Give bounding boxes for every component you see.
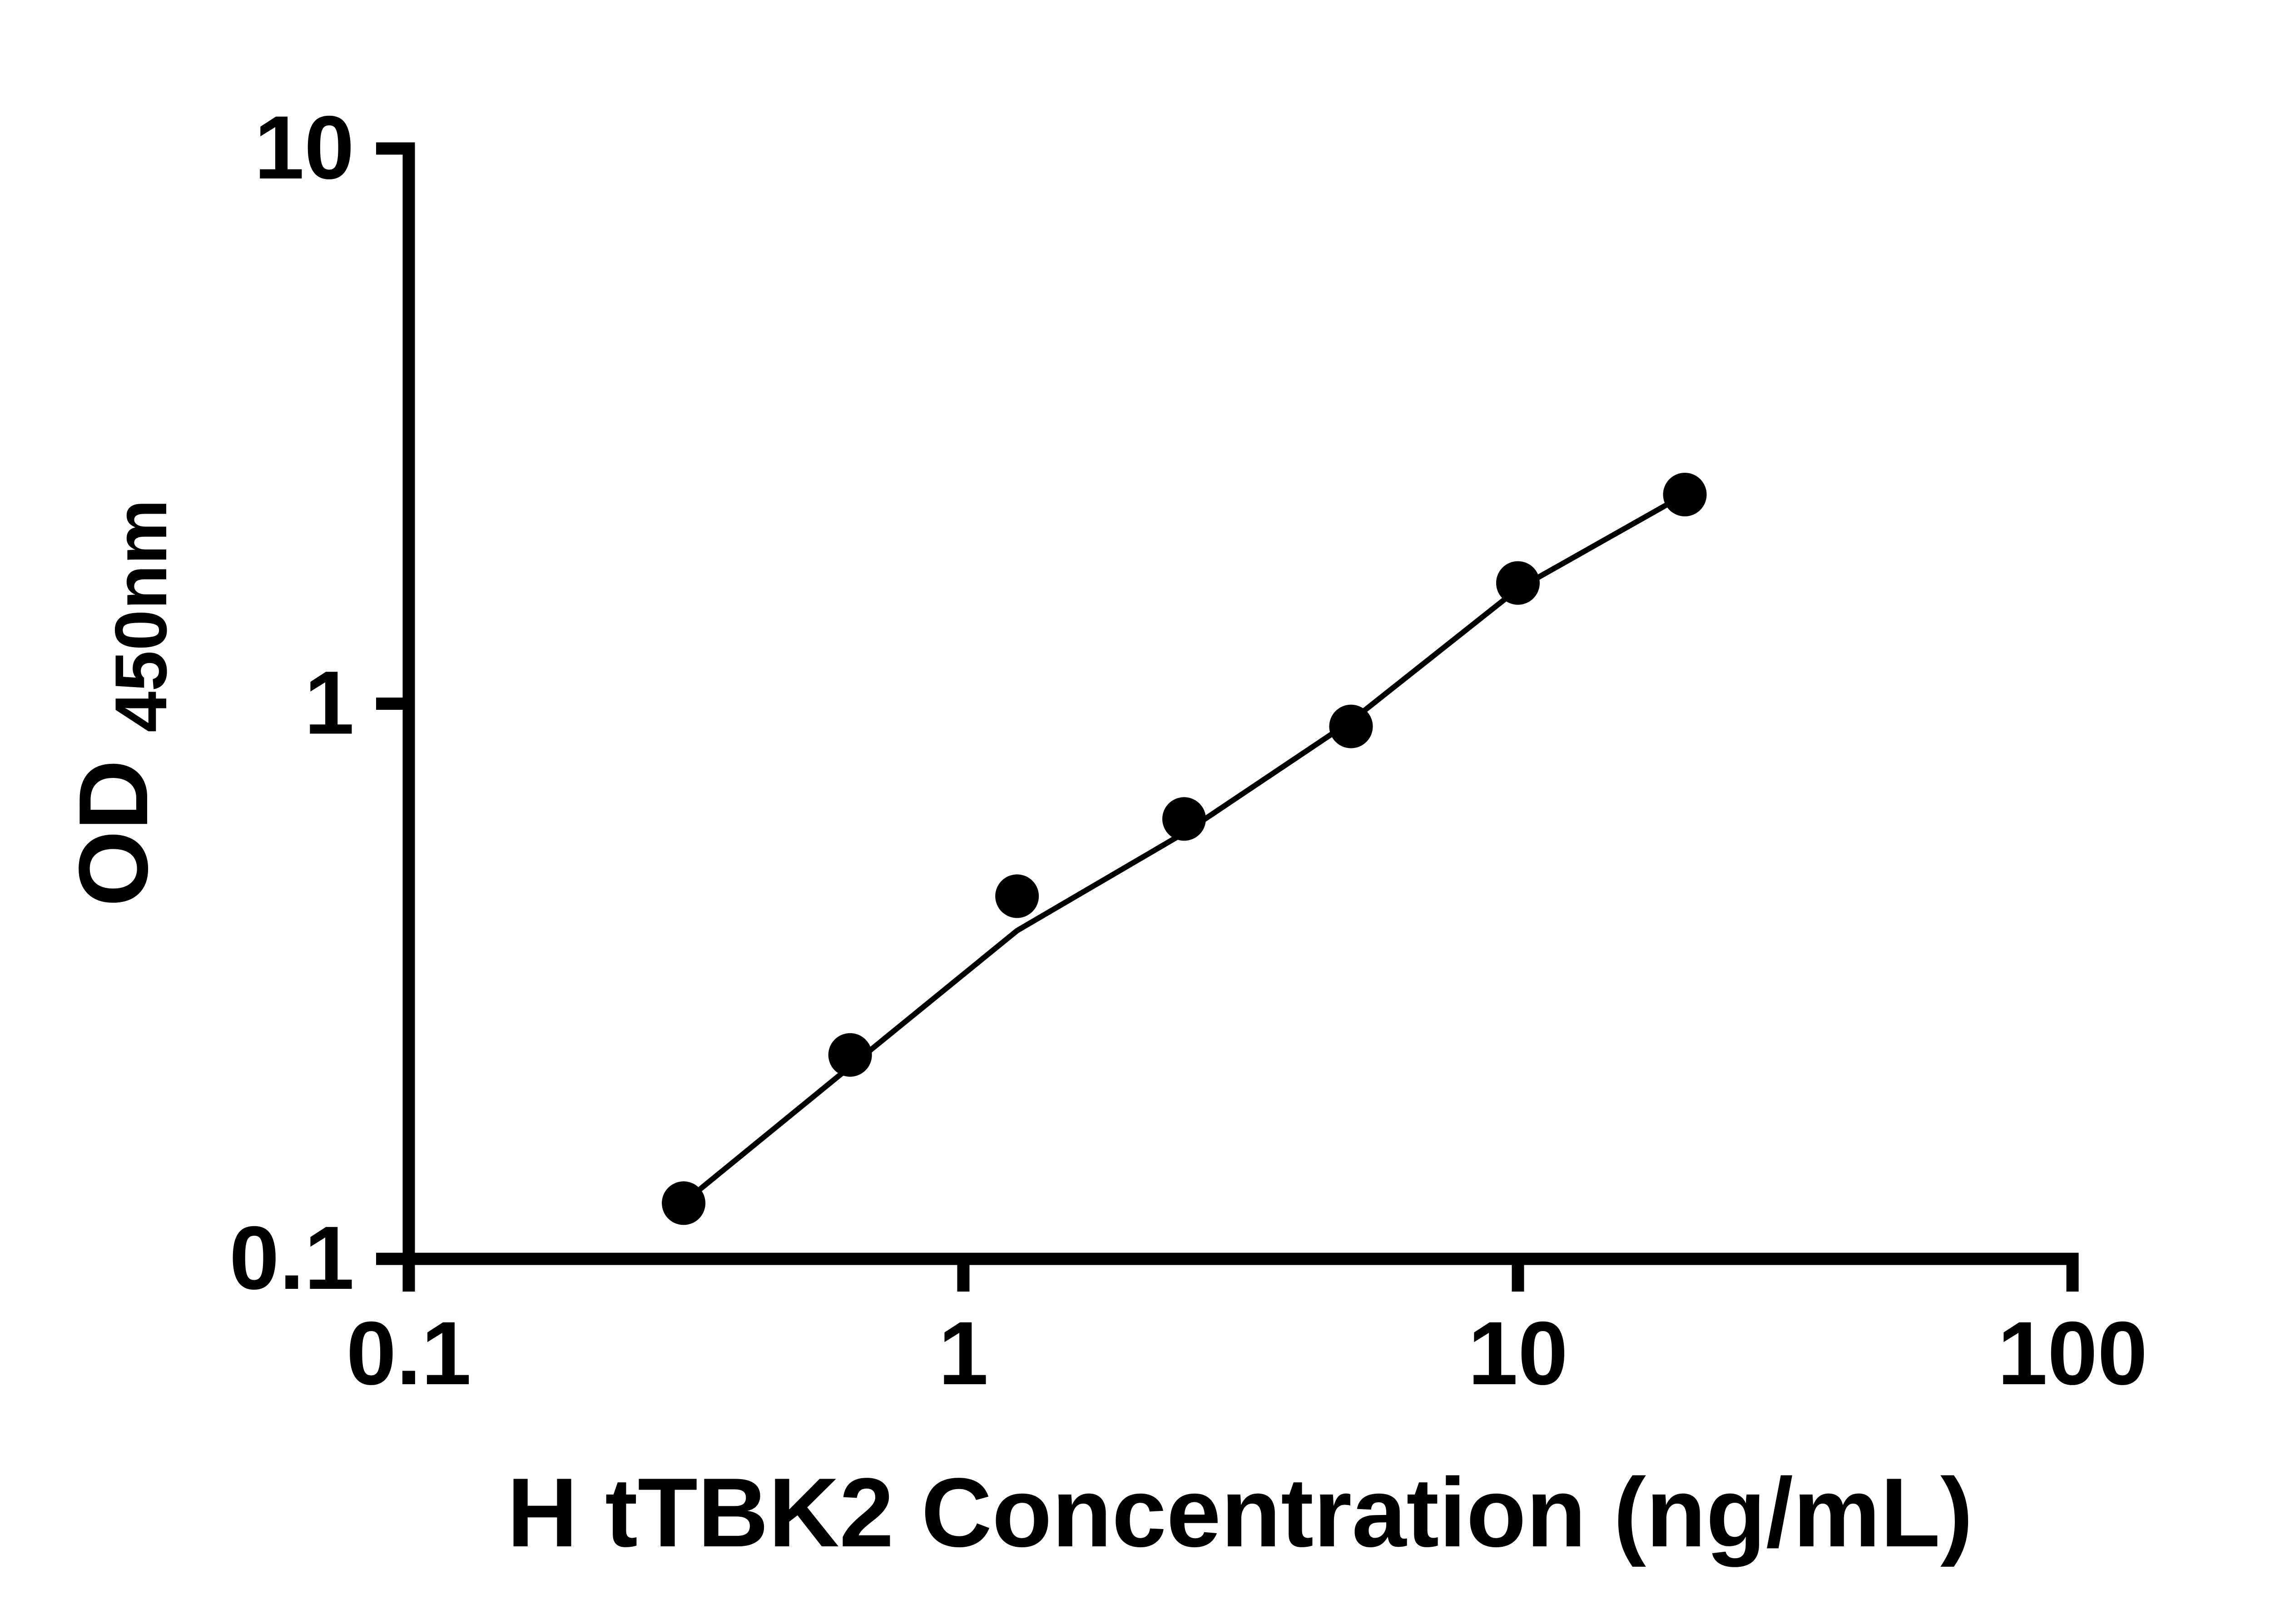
x-axis-title: H tTBK2 Concentration (ng/mL)	[507, 1457, 1973, 1567]
y-axis-title-subscript: 450nm	[100, 499, 182, 732]
y-axis-title-main: OD	[58, 760, 168, 907]
y-tick-label: 1	[304, 653, 354, 753]
data-point	[1663, 473, 1707, 516]
x-tick-label: 0.1	[346, 1303, 471, 1403]
y-tick-label: 10	[254, 97, 354, 198]
x-tick-label: 100	[1998, 1303, 2147, 1403]
y-axis-title: OD 450nm	[58, 499, 182, 906]
tick-labels-layer: 0.1 1 10 100 0.1 1 10	[229, 97, 2147, 1403]
x-tick-label: 10	[1468, 1303, 1568, 1403]
y-tick-label: 0.1	[229, 1208, 354, 1308]
fit-line	[671, 492, 1686, 1213]
data-point	[662, 1181, 706, 1225]
data-point	[1162, 797, 1206, 841]
x-tick-label: 1	[938, 1303, 988, 1403]
data-points-layer	[662, 473, 1707, 1225]
data-point	[1329, 704, 1373, 748]
data-point	[995, 874, 1039, 918]
fit-line-layer	[671, 492, 1686, 1213]
axes	[376, 142, 2079, 1292]
data-point	[828, 1033, 872, 1077]
data-point	[1496, 561, 1540, 605]
